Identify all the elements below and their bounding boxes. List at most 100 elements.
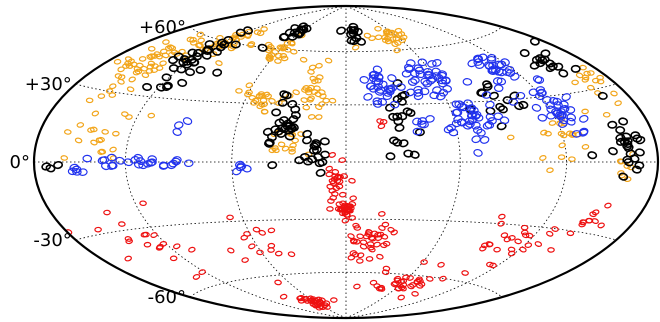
marker-red — [382, 240, 391, 247]
marker-black — [392, 138, 403, 147]
marker-orange — [124, 60, 132, 67]
marker-red — [226, 214, 234, 221]
marker-blue — [446, 124, 456, 132]
marker-orange — [245, 89, 253, 96]
marker-red — [397, 294, 405, 301]
marker-red — [325, 171, 334, 178]
marker-red — [353, 239, 361, 245]
marker-orange — [268, 98, 276, 104]
marker-red — [416, 278, 424, 284]
marker-red — [551, 226, 559, 232]
marker-orange — [581, 76, 590, 83]
marker-blue — [423, 67, 433, 76]
marker-black — [176, 65, 187, 74]
marker-blue — [471, 121, 481, 130]
marker-blue — [183, 159, 194, 168]
marker-orange — [374, 25, 382, 32]
marker-red — [373, 241, 381, 248]
marker-black — [482, 82, 493, 91]
marker-red — [338, 157, 346, 163]
marker-red — [547, 247, 555, 253]
marker-red — [377, 123, 386, 130]
marker-blue — [101, 162, 111, 171]
marker-orange — [215, 60, 223, 66]
marker-orange — [117, 66, 125, 73]
marker-blue — [425, 115, 435, 123]
marker-black — [267, 161, 278, 170]
marker-red — [524, 242, 533, 248]
marker-blue — [578, 127, 589, 136]
marker-red — [274, 250, 283, 257]
marker-orange — [117, 78, 125, 85]
marker-orange — [97, 136, 105, 143]
marker-red — [339, 200, 347, 207]
marker-blue — [436, 92, 446, 101]
marker-orange — [302, 104, 311, 111]
marker-orange — [559, 132, 568, 139]
marker-orange — [127, 58, 135, 65]
marker-red — [328, 178, 337, 185]
marker-red — [493, 246, 501, 253]
marker-blue — [484, 120, 495, 129]
marker-orange — [290, 48, 298, 55]
marker-orange — [306, 96, 314, 103]
marker-black — [346, 30, 357, 39]
marker-orange — [302, 85, 310, 91]
marker-black — [195, 65, 206, 74]
marker-orange — [271, 48, 279, 55]
marker-orange — [558, 142, 566, 149]
marker-blue — [510, 72, 520, 81]
marker-blue — [565, 106, 576, 114]
marker-red — [173, 243, 181, 250]
marker-red — [347, 233, 355, 240]
marker-blue — [561, 93, 571, 102]
lat-tick-label: +60° — [139, 17, 186, 38]
marker-red — [514, 238, 522, 245]
marker-black — [162, 82, 172, 92]
marker-black — [495, 102, 506, 112]
marker-orange — [381, 34, 389, 41]
marker-red — [520, 224, 529, 231]
marker-black — [243, 26, 254, 35]
marker-red — [227, 247, 235, 254]
marker-orange — [138, 56, 147, 62]
marker-blue — [477, 53, 488, 62]
marker-black — [631, 165, 642, 174]
marker-red — [604, 202, 612, 209]
marker-red — [461, 270, 469, 276]
marker-black — [502, 96, 513, 105]
marker-red — [94, 226, 102, 233]
marker-blue — [138, 161, 148, 170]
marker-red — [376, 253, 384, 260]
lat-tick-label: 0° — [10, 152, 30, 173]
marker-orange — [247, 42, 255, 49]
marker-orange — [363, 32, 372, 39]
marker-blue — [566, 117, 576, 126]
marker-orange — [134, 68, 143, 75]
marker-orange — [381, 37, 390, 43]
marker-black — [623, 158, 634, 167]
marker-red — [241, 257, 249, 263]
marker-orange — [291, 137, 299, 144]
marker-black — [311, 139, 322, 148]
marker-black — [535, 59, 546, 68]
marker-black — [619, 137, 630, 146]
marker-blue — [457, 118, 467, 127]
marker-black — [385, 152, 396, 161]
marker-black — [597, 91, 608, 100]
marker-red — [546, 230, 554, 237]
marker-orange — [85, 97, 94, 104]
marker-red — [497, 220, 505, 227]
marker-black — [409, 150, 420, 159]
marker-black — [625, 149, 636, 158]
marker-black — [570, 64, 581, 73]
marker-blue — [427, 60, 437, 68]
marker-orange — [280, 55, 289, 62]
marker-blue — [417, 58, 428, 67]
marker-orange — [297, 131, 305, 137]
marker-red — [279, 293, 288, 300]
marker-red — [321, 302, 329, 309]
marker-black — [634, 148, 645, 157]
marker-orange — [307, 69, 315, 75]
